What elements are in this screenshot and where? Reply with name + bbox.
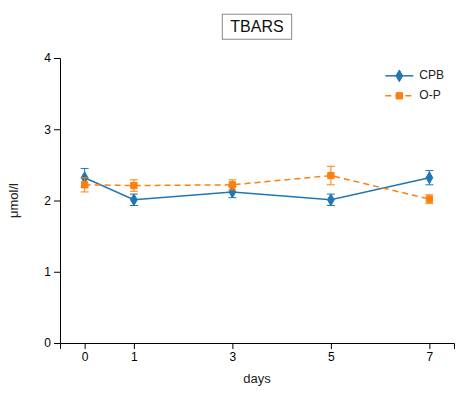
legend-marker <box>396 70 403 82</box>
title: TBARS <box>230 18 283 35</box>
y-axis-tick-label: 2 <box>44 194 51 208</box>
marker <box>426 196 432 202</box>
x-axis-tick-mark <box>134 343 135 349</box>
x-axis-tick: 3 <box>230 343 237 364</box>
title-box <box>222 14 291 39</box>
x-axis-tick-mark <box>232 343 233 349</box>
line <box>85 178 430 200</box>
marker <box>131 182 137 188</box>
x-axis-tick-mark <box>331 343 332 349</box>
error-bar <box>228 180 236 190</box>
legend-marker <box>396 93 402 99</box>
y-axis-tick-label: 0 <box>44 336 51 350</box>
y-axis-tick-mark <box>54 201 60 202</box>
x-axis-tick-mark <box>85 343 86 349</box>
series <box>81 166 434 203</box>
error-bar <box>425 171 433 185</box>
error-bar <box>130 194 138 205</box>
marker <box>229 182 235 188</box>
x-axis-tick: 0 <box>82 343 89 364</box>
y-axis-tick: 1 <box>44 265 60 279</box>
y-axis-tick-mark <box>54 129 60 130</box>
plot: 0 1 3 5 7 0 1 2 3 4 days μmol/l CPB O-P <box>6 51 455 386</box>
y-axis-tick-mark <box>54 272 60 273</box>
x-axis-tick-label: 0 <box>82 350 89 364</box>
marker <box>130 194 137 206</box>
error-bar <box>327 166 335 185</box>
legend-label: CPB <box>419 68 444 82</box>
error-bar <box>81 178 89 192</box>
marker <box>328 172 334 178</box>
legend-item: O-P <box>385 88 440 102</box>
x-axis-tick-label: 3 <box>230 350 237 364</box>
x-axis-tick: 5 <box>328 343 335 364</box>
marker <box>327 194 334 206</box>
y-axis-tick: 0 <box>44 336 60 350</box>
legend-label: O-P <box>419 88 440 102</box>
error-bar <box>327 194 335 205</box>
y-axis-tick-mark <box>54 58 60 59</box>
marker <box>81 182 87 188</box>
y-axis-line <box>54 59 61 344</box>
error-bar <box>425 195 433 204</box>
x-axis: 0 1 3 5 7 <box>61 343 455 364</box>
x-axis-tick-label: 1 <box>131 350 138 364</box>
legend: CPB O-P <box>385 68 444 102</box>
y-axis-tick-mark <box>54 343 60 344</box>
x-axis-tick-label: 7 <box>427 350 434 364</box>
y-axis-title: μmol/l <box>6 183 21 218</box>
title-group: TBARS <box>222 14 291 39</box>
y-axis-tick: 2 <box>44 194 60 208</box>
y-axis-tick-label: 4 <box>44 51 51 65</box>
x-axis-tick-mark <box>429 343 430 349</box>
x-axis-tick-label: 5 <box>328 350 335 364</box>
series <box>81 168 434 205</box>
x-axis-line <box>61 344 455 350</box>
y-axis-tick: 3 <box>44 123 60 137</box>
y-axis-tick: 4 <box>44 51 60 65</box>
y-axis-tick-label: 3 <box>44 123 51 137</box>
y-axis-tick-label: 1 <box>44 265 51 279</box>
error-bar <box>130 180 138 191</box>
x-axis-tick: 7 <box>427 343 434 364</box>
marks <box>81 166 434 205</box>
marker <box>426 172 433 184</box>
legend-item: CPB <box>385 68 444 82</box>
x-axis-title: days <box>243 371 271 386</box>
chart: 0 1 3 5 7 0 1 2 3 4 days μmol/l CPB O-P TBARS <box>0 0 474 393</box>
x-axis-tick: 1 <box>131 343 138 364</box>
y-axis: 0 1 2 3 4 <box>44 51 60 350</box>
line <box>85 176 430 200</box>
